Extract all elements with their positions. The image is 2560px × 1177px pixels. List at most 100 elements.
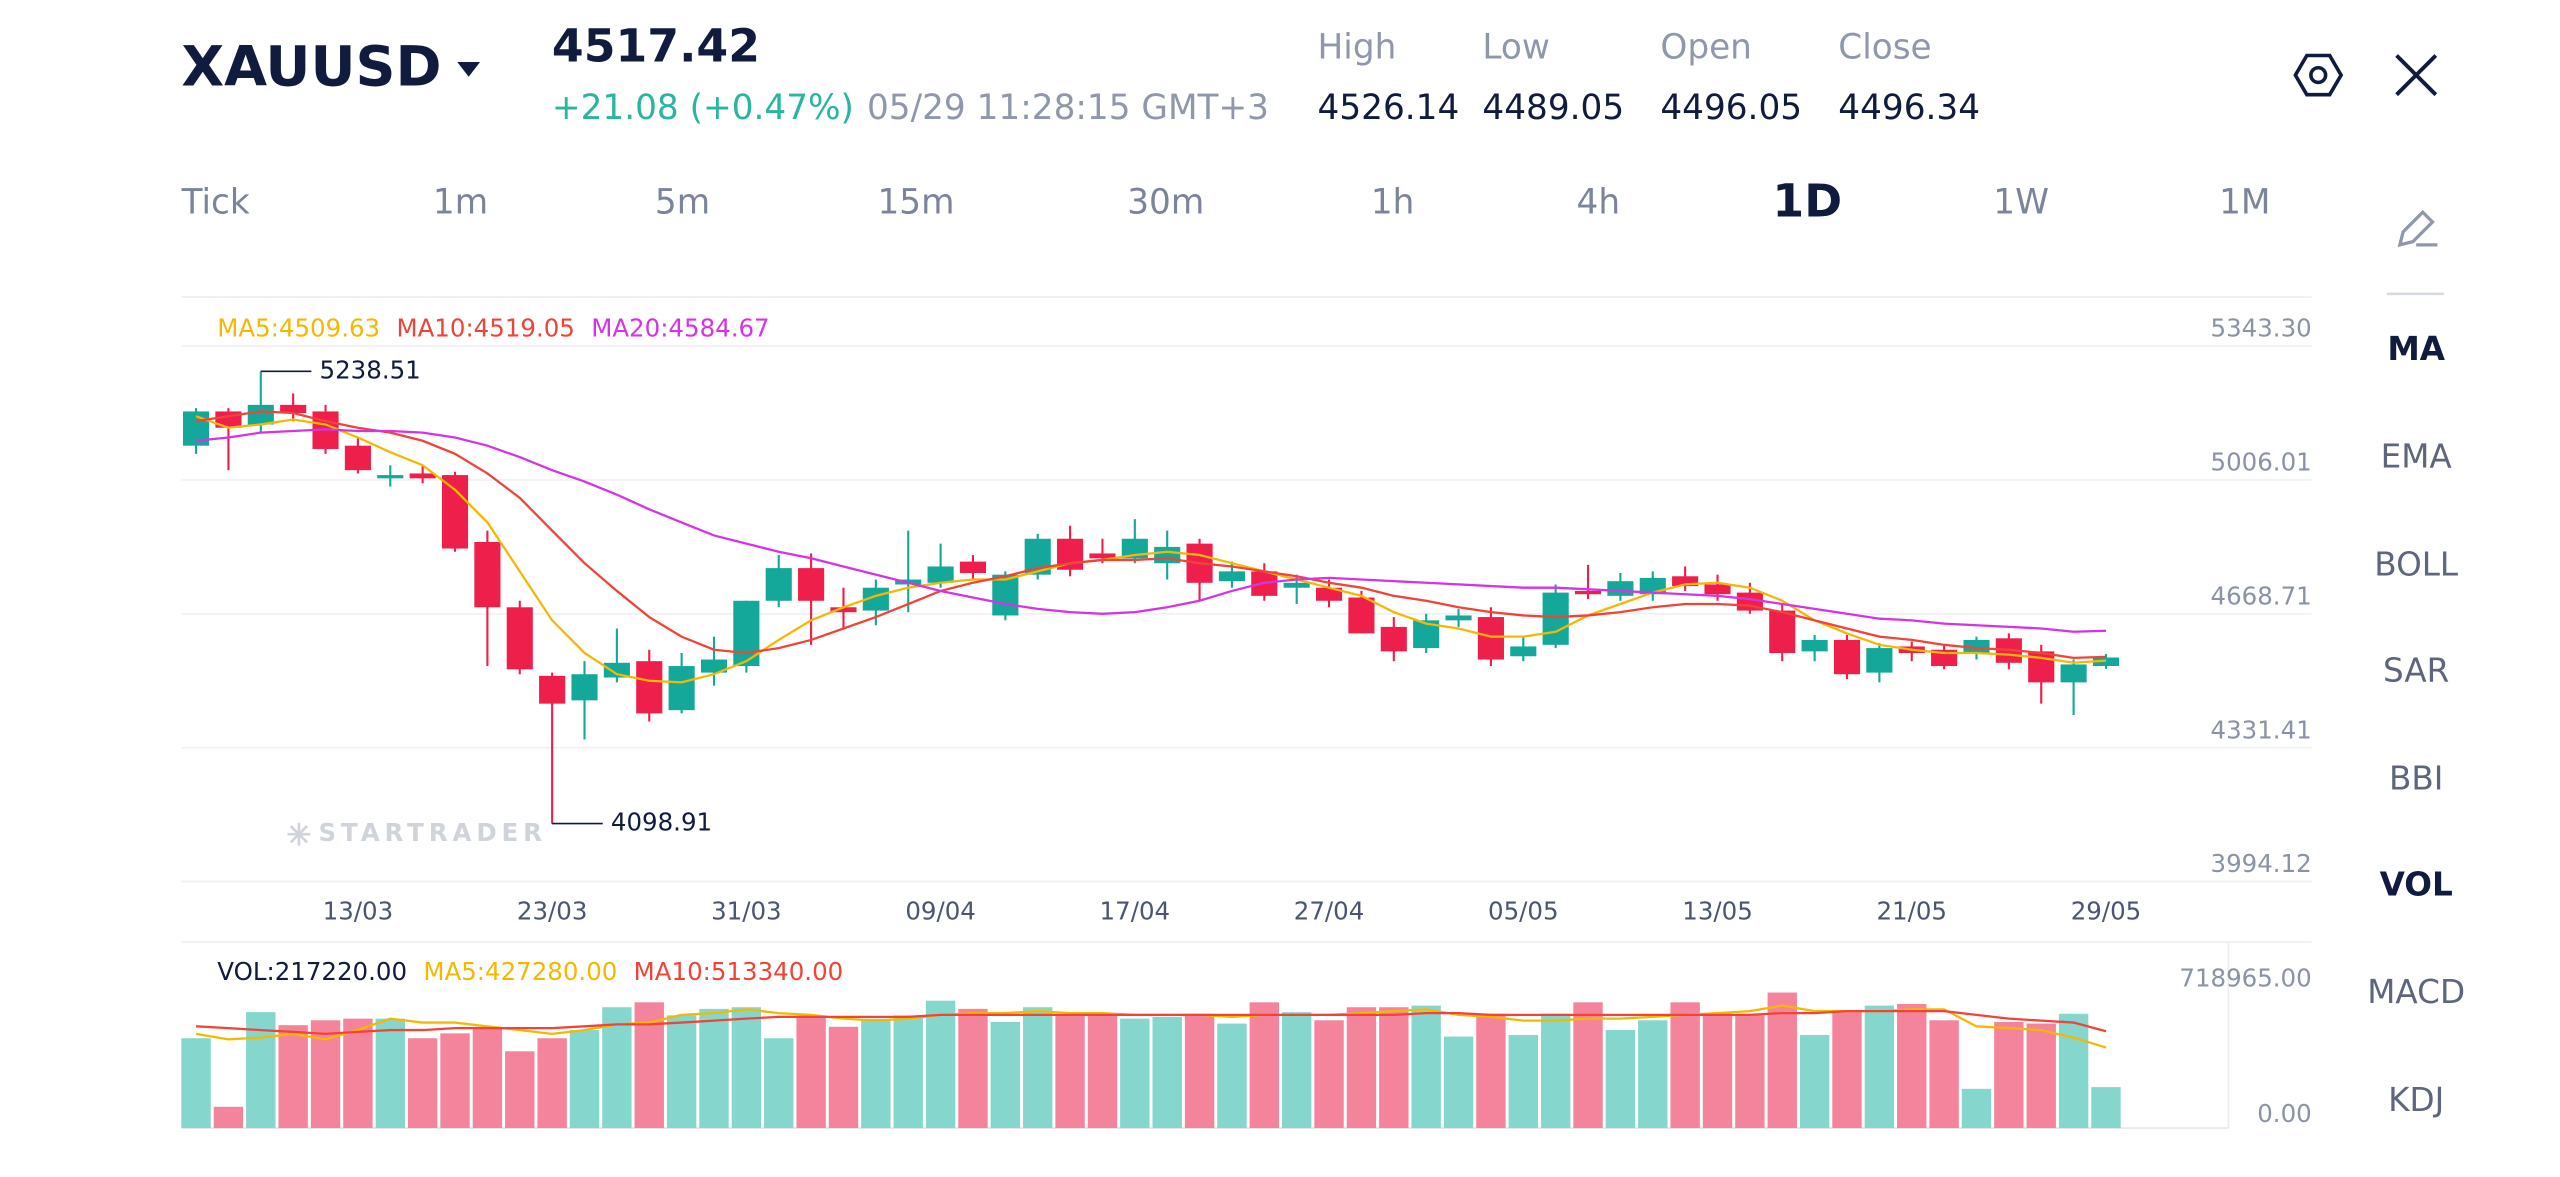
legend-entry: MA20:4584.67 — [591, 314, 769, 343]
timeframe-tab[interactable]: Tick — [181, 183, 250, 223]
draw-tool-button[interactable] — [2397, 209, 2438, 248]
candle-body — [1510, 646, 1537, 657]
candle-body — [2060, 664, 2087, 683]
volume-bar — [505, 1051, 535, 1129]
ma-line — [195, 1009, 2107, 1035]
volume-bar — [2091, 1087, 2121, 1129]
stat-label: Close — [1838, 27, 1931, 67]
indicator-tab[interactable]: BOLL — [2374, 545, 2458, 583]
indicator-tab[interactable]: VOL — [2380, 865, 2453, 903]
indicator-tab[interactable]: SAR — [2383, 652, 2449, 690]
candle-body — [280, 404, 307, 414]
settings-button[interactable] — [2293, 53, 2344, 97]
volume-bar — [278, 1025, 308, 1129]
volume-bar — [666, 1015, 697, 1129]
timeframe-tab[interactable]: 15m — [877, 183, 954, 223]
volume-bar — [796, 1015, 826, 1129]
volume-bar — [1767, 992, 1797, 1129]
candle-body — [1348, 597, 1375, 634]
volume-bar — [2026, 1023, 2056, 1129]
indicator-tab[interactable]: MACD — [2367, 973, 2465, 1011]
low-label: 4098.91 — [611, 808, 712, 837]
candle-body — [1445, 615, 1472, 621]
volume-bar — [958, 1008, 988, 1129]
candle-body — [603, 662, 630, 678]
volume-bar — [181, 1038, 211, 1129]
indicator-tab[interactable]: MA — [2387, 330, 2445, 368]
volume-bar — [1638, 1020, 1668, 1129]
candle-body — [377, 475, 404, 479]
y-tick-label: 4331.41 — [2211, 715, 2312, 744]
y-tick-label: 5006.01 — [2211, 448, 2312, 477]
x-tick-label: 13/03 — [323, 897, 394, 926]
symbol[interactable]: XAUUSD — [181, 34, 441, 99]
volume-bar — [1443, 1036, 1474, 1129]
stat-label: Open — [1660, 27, 1752, 67]
indicator-tab[interactable]: BBI — [2389, 759, 2443, 797]
volume-bar — [1120, 1018, 1150, 1129]
candle-body — [1963, 639, 1990, 654]
timeframe-tab[interactable]: 1W — [1993, 183, 2049, 223]
indicator-tab[interactable]: KDJ — [2388, 1081, 2444, 1119]
candle-body — [636, 661, 663, 714]
volume-bar — [828, 1026, 859, 1129]
quote-time: 05/29 11:28:15 GMT+3 — [867, 88, 1269, 128]
candle-body — [1769, 610, 1796, 654]
candle-body — [571, 674, 598, 701]
volume-bar — [990, 1021, 1021, 1129]
close-button[interactable] — [2395, 54, 2438, 97]
x-tick-label: 21/05 — [1876, 897, 1947, 926]
volume-bar — [1217, 1023, 1247, 1129]
volume-bar — [1476, 1013, 1506, 1129]
timeframe-tab[interactable]: 30m — [1127, 183, 1204, 223]
high-label: 5238.51 — [320, 355, 421, 384]
volume-bar — [925, 1000, 956, 1129]
volume-bar — [1152, 1017, 1182, 1129]
volume-bar — [699, 1008, 729, 1129]
timeframe-tab[interactable]: 1h — [1371, 183, 1415, 223]
volume-bar — [1087, 1013, 1118, 1129]
volume-bar — [1379, 1007, 1409, 1129]
candle-body — [1704, 584, 1731, 595]
timeframe-tab[interactable]: 4h — [1577, 183, 1621, 223]
y-tick-label: 0.00 — [2257, 1099, 2311, 1128]
price-change: +21.08 (+0.47%) — [552, 88, 854, 128]
stat-label: High — [1318, 27, 1397, 67]
stat-value: 4496.05 — [1660, 88, 1802, 128]
candle-body — [474, 542, 501, 608]
candle-body — [1574, 590, 1602, 595]
x-tick-label: 09/04 — [905, 897, 976, 926]
timeframe-tab[interactable]: 1M — [2219, 183, 2270, 223]
volume-bar — [1605, 1030, 1636, 1129]
stat-value: 4489.05 — [1482, 88, 1624, 128]
volume-bar — [1929, 1020, 1959, 1129]
volume-bar — [1540, 1013, 1571, 1129]
indicator-tab[interactable]: EMA — [2381, 438, 2453, 476]
ma-line — [195, 428, 2107, 633]
stat-label: Low — [1482, 27, 1549, 67]
candle-body — [959, 561, 987, 573]
y-tick-label: 4668.71 — [2211, 581, 2312, 610]
timeframe-tab[interactable]: 5m — [655, 183, 710, 223]
x-tick-label: 23/03 — [517, 897, 588, 926]
stat-value: 4496.34 — [1838, 88, 1980, 128]
candle-body — [1801, 639, 1828, 652]
timeframe-tab[interactable]: 1m — [433, 183, 488, 223]
timeframe-tab[interactable]: 1D — [1772, 175, 1842, 228]
candle-body — [927, 566, 954, 583]
x-tick-label: 31/03 — [711, 897, 782, 926]
candle-body — [1283, 582, 1310, 588]
candle-body — [1607, 581, 1634, 596]
volume-bar — [731, 1007, 762, 1129]
volume-bar — [440, 1033, 470, 1129]
symbol-dropdown[interactable] — [457, 62, 481, 77]
volume-bar — [1023, 1007, 1053, 1129]
volume-bar — [1055, 1015, 1085, 1129]
y-tick-label: 718965.00 — [2179, 963, 2311, 992]
volume-bar — [1508, 1034, 1538, 1129]
candle-body — [668, 666, 695, 711]
legend-entry: MA10:513340.00 — [634, 957, 844, 986]
volume-bar — [1346, 1007, 1377, 1129]
